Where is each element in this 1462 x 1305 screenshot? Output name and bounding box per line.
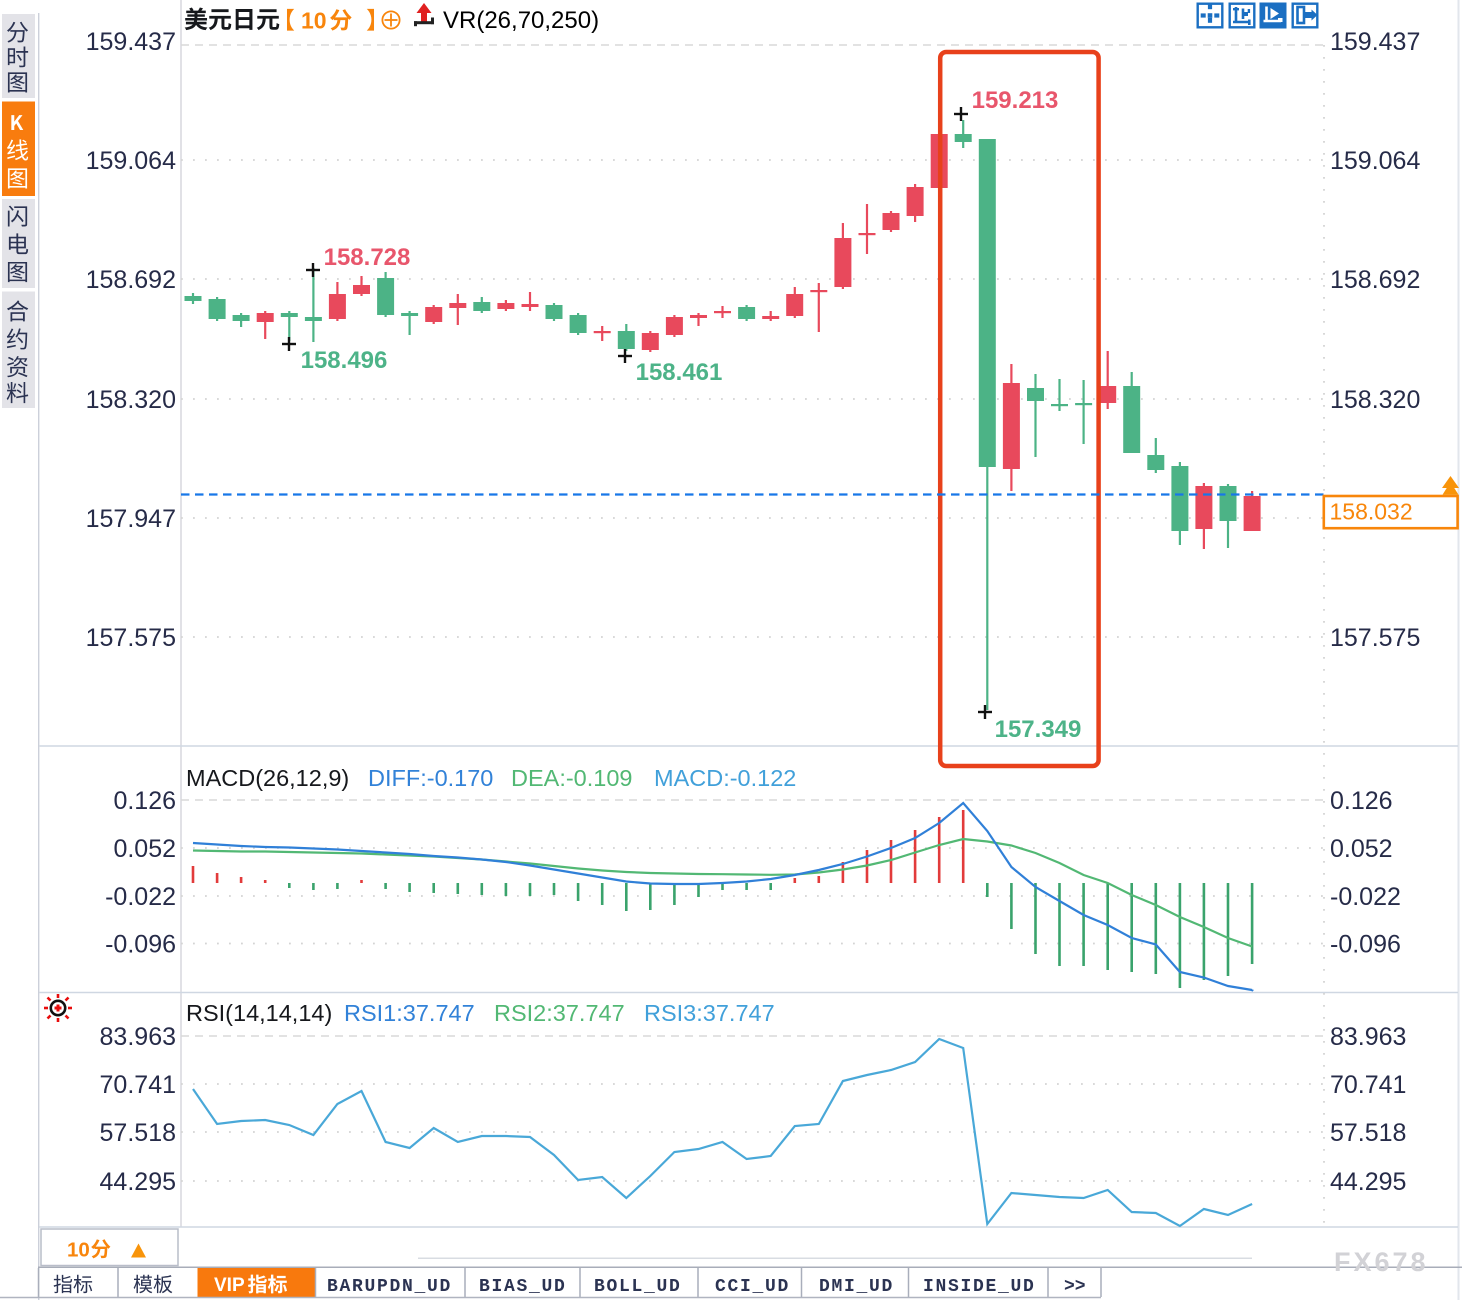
svg-text:159.064: 159.064 — [1330, 147, 1420, 175]
svg-text:DIFF:-0.170: DIFF:-0.170 — [368, 765, 493, 791]
svg-text:10: 10 — [67, 1239, 90, 1262]
svg-text:158.728: 158.728 — [324, 244, 411, 271]
svg-text:0.052: 0.052 — [1330, 835, 1393, 863]
svg-text:44.295: 44.295 — [100, 1168, 176, 1196]
svg-text:44.295: 44.295 — [1330, 1168, 1406, 1196]
svg-text:158.320: 158.320 — [86, 386, 176, 414]
svg-text:BIAS_UD: BIAS_UD — [479, 1277, 567, 1297]
svg-text:RSI(14,14,14): RSI(14,14,14) — [186, 1000, 332, 1026]
svg-text:-0.096: -0.096 — [1330, 931, 1401, 959]
svg-text:-0.096: -0.096 — [105, 931, 176, 959]
svg-text:DEA:-0.109: DEA:-0.109 — [511, 765, 632, 791]
svg-text:159.064: 159.064 — [86, 147, 176, 175]
svg-text:159.437: 159.437 — [1330, 28, 1420, 56]
svg-text:158.461: 158.461 — [636, 359, 723, 386]
svg-text:83.963: 83.963 — [1330, 1023, 1406, 1051]
svg-text:158.496: 158.496 — [301, 347, 388, 374]
svg-text:0.052: 0.052 — [113, 835, 176, 863]
svg-text:159.437: 159.437 — [86, 28, 176, 56]
svg-text:CCI_UD: CCI_UD — [715, 1277, 790, 1297]
svg-text:157.947: 157.947 — [86, 505, 176, 533]
svg-text:0.126: 0.126 — [113, 787, 176, 815]
svg-text:158.692: 158.692 — [1330, 266, 1420, 294]
svg-text:57.518: 57.518 — [1330, 1119, 1406, 1147]
svg-text:158.320: 158.320 — [1330, 386, 1420, 414]
svg-text:157.349: 157.349 — [995, 716, 1082, 743]
svg-text:57.518: 57.518 — [100, 1119, 176, 1147]
svg-text:70.741: 70.741 — [1330, 1071, 1406, 1099]
svg-text:FX678: FX678 — [1334, 1247, 1429, 1277]
svg-text:VR(26,70,250): VR(26,70,250) — [443, 7, 599, 34]
svg-text:DMI_UD: DMI_UD — [819, 1277, 894, 1297]
svg-text:BARUPDN_UD: BARUPDN_UD — [327, 1277, 452, 1297]
svg-text:INSIDE_UD: INSIDE_UD — [923, 1277, 1036, 1297]
svg-text:MACD:-0.122: MACD:-0.122 — [654, 765, 796, 791]
svg-text:RSI1:37.747: RSI1:37.747 — [344, 1000, 475, 1026]
svg-text:RSI2:37.747: RSI2:37.747 — [494, 1000, 625, 1026]
svg-text:158.032: 158.032 — [1330, 499, 1413, 525]
svg-text:MACD(26,12,9): MACD(26,12,9) — [186, 765, 349, 791]
svg-text:158.692: 158.692 — [86, 266, 176, 294]
svg-text:RSI3:37.747: RSI3:37.747 — [644, 1000, 775, 1026]
svg-text:0.126: 0.126 — [1330, 787, 1393, 815]
svg-text:157.575: 157.575 — [86, 624, 176, 652]
svg-text:157.575: 157.575 — [1330, 624, 1420, 652]
svg-text:83.963: 83.963 — [100, 1023, 176, 1051]
svg-text:-0.022: -0.022 — [105, 883, 176, 911]
svg-text:10: 10 — [301, 8, 327, 34]
svg-text:>>: >> — [1064, 1277, 1086, 1297]
svg-text:BOLL_UD: BOLL_UD — [594, 1277, 682, 1297]
svg-text:VIP: VIP — [214, 1275, 245, 1296]
svg-text:159.213: 159.213 — [972, 87, 1059, 114]
svg-text:70.741: 70.741 — [100, 1071, 176, 1099]
svg-text:-0.022: -0.022 — [1330, 883, 1401, 911]
